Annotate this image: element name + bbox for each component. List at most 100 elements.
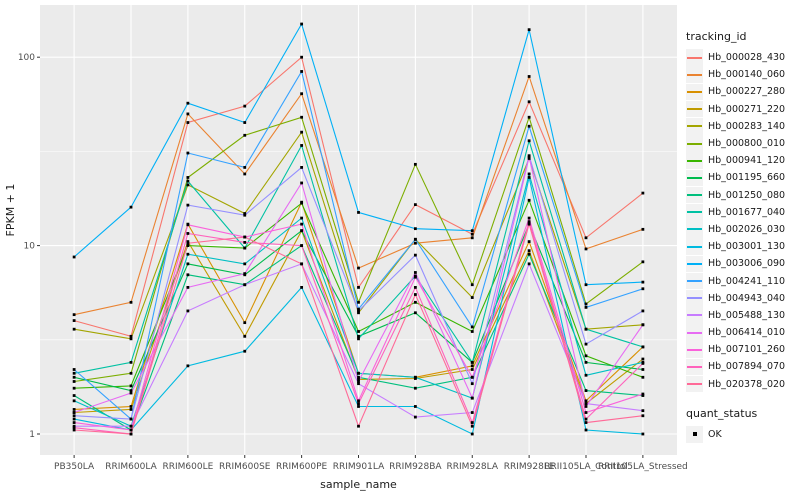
data-point xyxy=(527,252,531,256)
legend-title-tracking-id: tracking_id xyxy=(686,30,747,43)
series-line-icon xyxy=(687,90,702,93)
series-line-icon xyxy=(687,125,702,128)
y-tick-label: 10 xyxy=(24,242,36,252)
data-point xyxy=(357,309,360,313)
x-tick-label: RRIM600LE xyxy=(162,462,213,472)
series-line-icon xyxy=(687,314,702,317)
series-line-icon xyxy=(687,365,702,368)
data-point xyxy=(527,115,531,119)
data-point xyxy=(527,124,531,128)
series-color-key xyxy=(686,375,703,393)
data-point xyxy=(243,272,247,276)
data-point xyxy=(186,244,190,247)
data-point xyxy=(72,426,76,430)
legend-item-label: Hb_003001_130 xyxy=(708,241,786,253)
series-color-key xyxy=(686,255,703,273)
data-point xyxy=(527,249,531,253)
data-point xyxy=(186,176,190,179)
data-point xyxy=(72,386,76,390)
data-point xyxy=(129,405,133,408)
data-point xyxy=(527,216,531,220)
data-point xyxy=(357,371,360,375)
data-point xyxy=(641,287,645,291)
data-point xyxy=(129,360,133,364)
data-point xyxy=(129,337,133,341)
x-tick-label: RRIM928LA xyxy=(447,462,499,472)
data-point xyxy=(300,166,304,169)
data-point xyxy=(527,100,531,104)
data-point xyxy=(584,236,588,240)
data-point xyxy=(72,319,76,322)
data-point xyxy=(129,384,133,388)
series-line-icon xyxy=(687,383,702,386)
data-point xyxy=(129,428,133,432)
data-point xyxy=(243,349,247,353)
data-point xyxy=(527,176,531,179)
data-point xyxy=(186,273,190,277)
data-point xyxy=(641,375,645,379)
data-point xyxy=(243,283,247,287)
data-point xyxy=(413,227,417,231)
data-point xyxy=(243,166,247,169)
data-point xyxy=(300,222,304,226)
series-line-icon xyxy=(687,331,702,334)
data-point xyxy=(584,405,588,408)
data-point xyxy=(584,373,588,377)
data-point xyxy=(641,357,645,361)
x-tick-label: RRIM600LA xyxy=(105,462,157,472)
data-point xyxy=(470,368,474,371)
data-point xyxy=(186,151,190,155)
data-point xyxy=(243,212,247,215)
data-point xyxy=(129,424,133,428)
legend-item-label: Hb_007101_260 xyxy=(708,344,786,356)
data-point xyxy=(186,252,190,256)
legend-title-quant-status: quant_status xyxy=(686,406,758,420)
data-point xyxy=(72,421,76,424)
data-point xyxy=(413,241,417,245)
legend-item-label: Hb_000800_010 xyxy=(708,138,786,150)
data-point xyxy=(357,334,360,338)
legend-item-label: Hb_000283_140 xyxy=(708,120,786,132)
data-point xyxy=(413,237,417,241)
data-point xyxy=(129,389,133,392)
series-line-icon xyxy=(687,142,702,145)
series-line-icon xyxy=(687,228,702,231)
legend-item-Hb_000028_430: Hb_000028_430 xyxy=(686,49,798,66)
data-point xyxy=(357,311,360,315)
data-point xyxy=(243,213,247,217)
series-color-key xyxy=(686,186,703,204)
data-point xyxy=(413,386,417,390)
series-line-icon xyxy=(687,73,702,76)
data-point xyxy=(641,368,645,371)
data-point xyxy=(641,409,645,413)
data-point xyxy=(300,115,304,119)
data-point xyxy=(641,394,645,397)
data-point xyxy=(584,354,588,358)
legend-item-Hb_000800_010: Hb_000800_010 xyxy=(686,135,798,152)
data-point xyxy=(584,411,588,414)
data-point xyxy=(357,402,360,405)
series-line-icon xyxy=(687,194,702,197)
x-axis-title: sample_name xyxy=(320,478,397,491)
ok-marker-key xyxy=(686,426,703,443)
data-point xyxy=(527,262,531,266)
data-point xyxy=(300,55,304,59)
data-point xyxy=(527,240,531,244)
data-point xyxy=(186,262,190,266)
legend-item-ok: OK xyxy=(686,426,798,443)
data-point xyxy=(584,247,588,251)
data-point xyxy=(527,172,531,176)
data-point xyxy=(357,211,360,214)
data-point xyxy=(413,415,417,419)
data-point xyxy=(527,28,531,32)
series-color-key xyxy=(686,324,703,341)
data-point xyxy=(357,377,360,381)
data-point xyxy=(186,309,190,313)
data-point xyxy=(72,394,76,397)
legend-item-Hb_001195_660: Hb_001195_660 xyxy=(686,169,798,187)
data-point xyxy=(470,236,474,240)
data-point xyxy=(357,405,360,408)
data-point xyxy=(300,130,304,134)
data-point xyxy=(243,121,247,124)
